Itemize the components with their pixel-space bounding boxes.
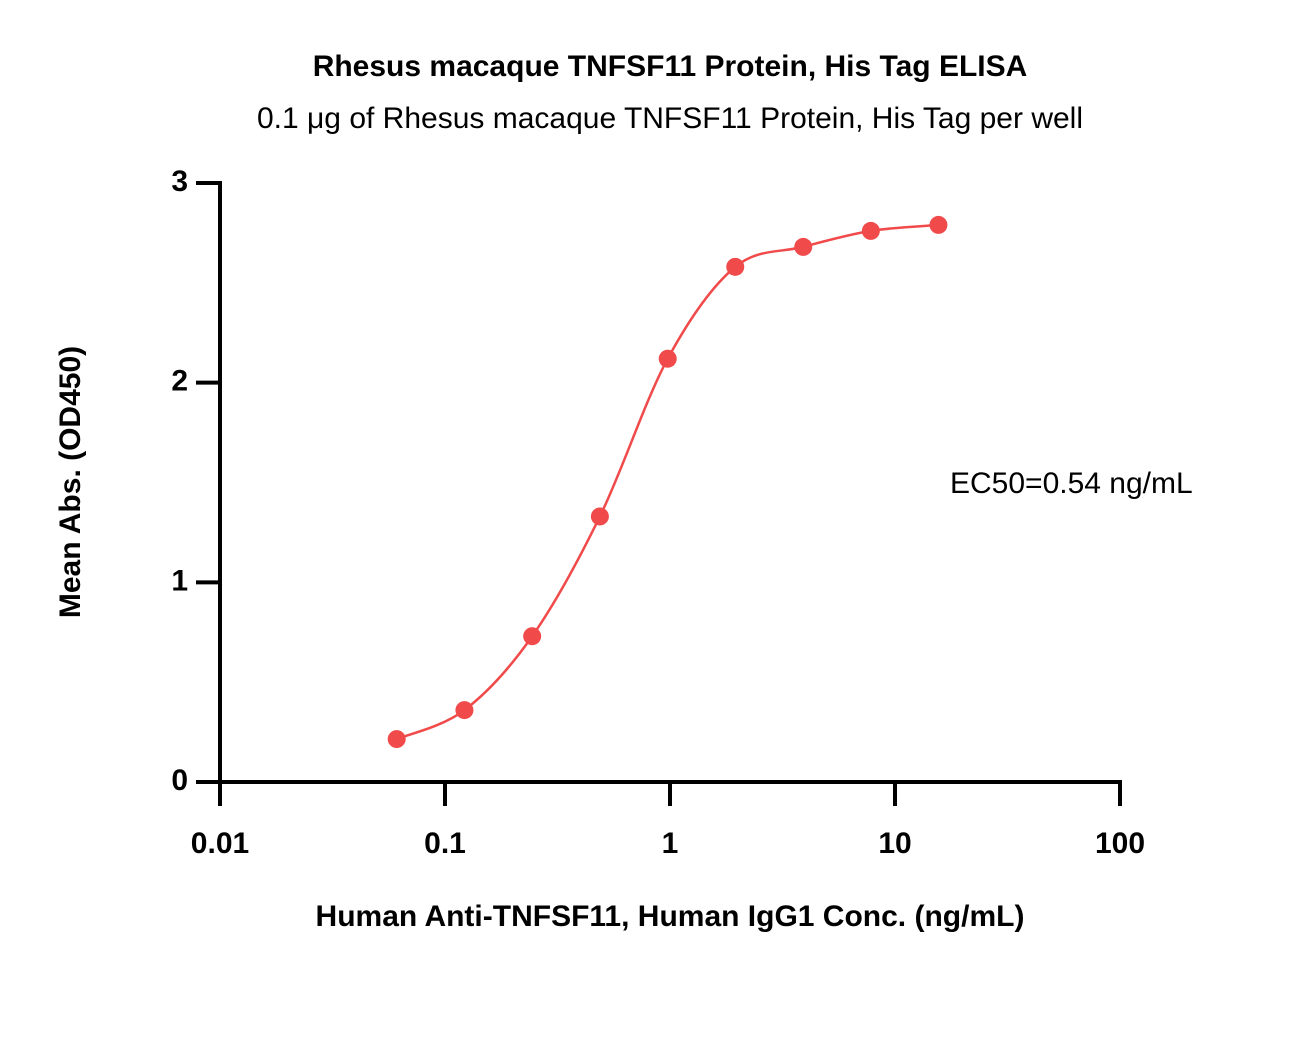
x-axis-label: Human Anti-TNFSF11, Human IgG1 Conc. (ng… bbox=[316, 900, 1025, 933]
x-tick-label: 100 bbox=[1095, 827, 1145, 860]
point bbox=[455, 701, 474, 720]
x-tick-label: 1 bbox=[662, 827, 679, 860]
point bbox=[794, 237, 813, 256]
y-tick-label: 3 bbox=[171, 165, 188, 198]
y-tick-label: 2 bbox=[171, 365, 188, 398]
fit-curve bbox=[396, 223, 939, 741]
point bbox=[929, 215, 948, 234]
point bbox=[861, 221, 880, 240]
chart-subtitle: 0.1 μg of Rhesus macaque TNFSF11 Protein… bbox=[257, 102, 1083, 135]
chart-title: Rhesus macaque TNFSF11 Protein, His Tag … bbox=[313, 50, 1028, 83]
y-tick-label: 0 bbox=[171, 764, 188, 797]
x-tick-label: 0.01 bbox=[191, 827, 249, 860]
point bbox=[726, 257, 745, 276]
x-tick-label: 10 bbox=[878, 827, 911, 860]
x-tick-label: 0.1 bbox=[424, 827, 466, 860]
point bbox=[523, 627, 542, 646]
annotation: EC50=0.54 ng/mL bbox=[950, 467, 1193, 500]
point bbox=[387, 730, 406, 749]
point bbox=[658, 349, 677, 368]
y-axis-label: Mean Abs. (OD450) bbox=[54, 346, 87, 618]
point bbox=[590, 507, 609, 526]
y-tick-label: 1 bbox=[171, 564, 188, 597]
